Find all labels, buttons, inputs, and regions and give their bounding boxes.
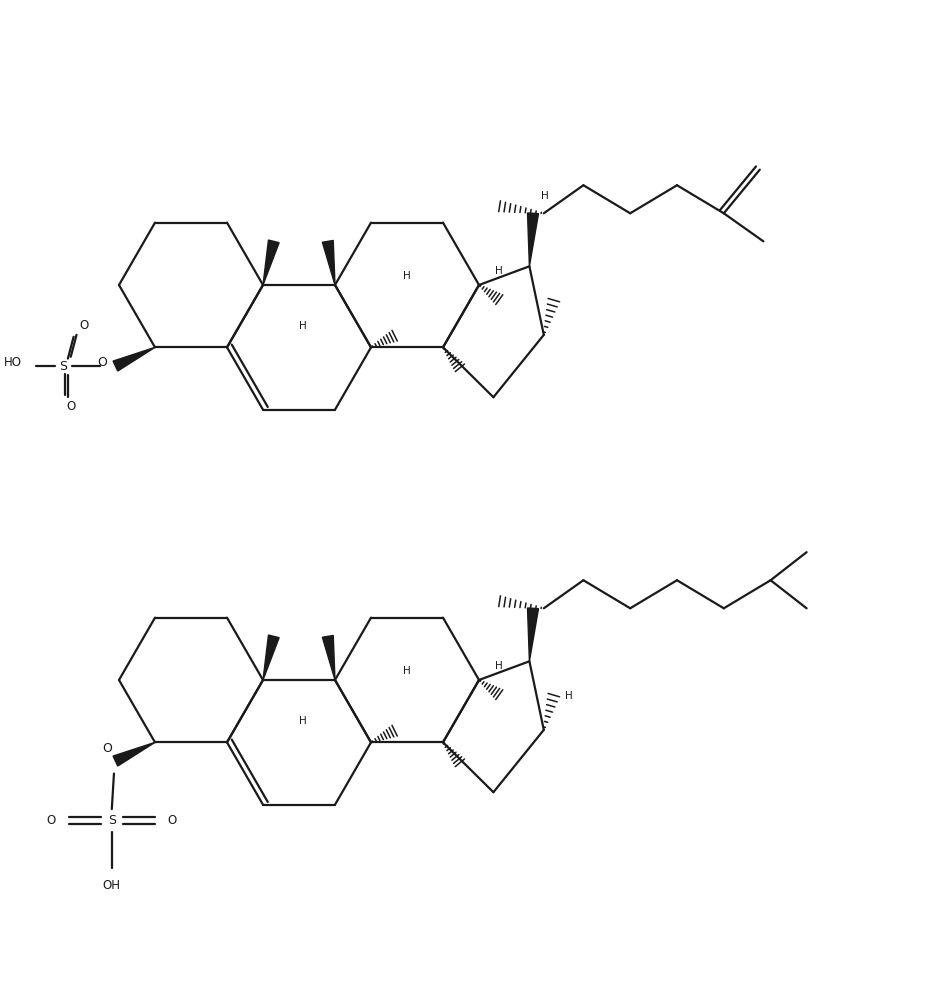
Text: H: H: [565, 691, 573, 701]
Text: H: H: [299, 716, 307, 726]
Polygon shape: [323, 240, 335, 285]
Text: O: O: [47, 814, 56, 827]
Text: O: O: [168, 814, 177, 827]
Text: S: S: [60, 360, 67, 373]
Text: H: H: [495, 266, 503, 276]
Polygon shape: [113, 742, 155, 766]
Polygon shape: [323, 635, 335, 680]
Text: H: H: [541, 191, 549, 201]
Text: O: O: [66, 400, 75, 413]
Text: O: O: [79, 319, 88, 332]
Text: H: H: [403, 666, 411, 676]
Polygon shape: [263, 240, 279, 285]
Text: H: H: [495, 661, 503, 671]
Polygon shape: [528, 213, 538, 266]
Text: H: H: [403, 271, 411, 281]
Polygon shape: [528, 608, 538, 661]
Text: S: S: [108, 814, 116, 827]
Polygon shape: [263, 635, 279, 680]
Text: H: H: [299, 321, 307, 331]
Polygon shape: [113, 347, 155, 371]
Text: OH: OH: [102, 879, 121, 892]
Text: O: O: [98, 356, 107, 369]
Text: HO: HO: [4, 356, 22, 369]
Text: O: O: [102, 742, 112, 755]
